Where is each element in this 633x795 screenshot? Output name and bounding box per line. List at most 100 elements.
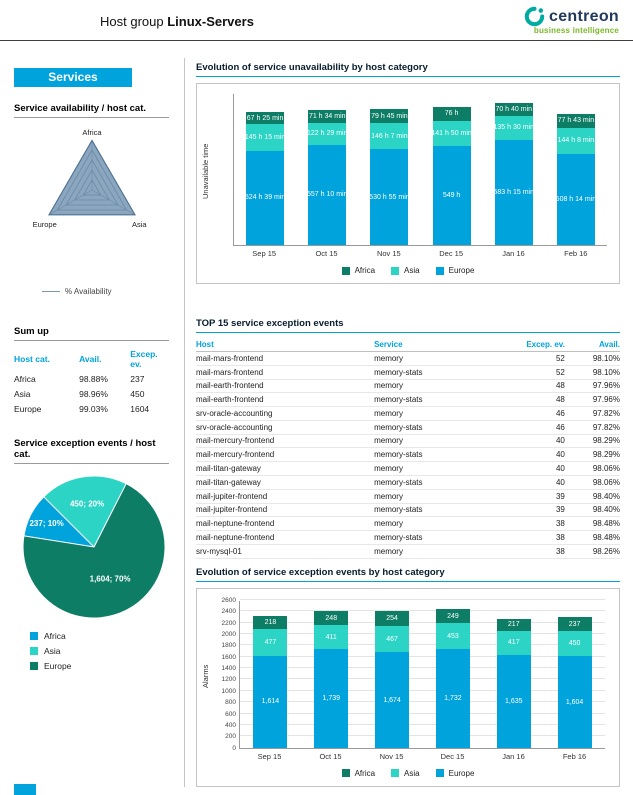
y-gridline xyxy=(240,723,605,725)
bar-segment-europe: 557 h 10 min xyxy=(308,144,347,245)
cell: memory-stats xyxy=(374,530,502,545)
col-avail: Avail. xyxy=(564,337,620,352)
bar-segment-europe: 530 h 55 min xyxy=(370,149,409,245)
cell: 40 xyxy=(501,434,565,449)
y-gridline xyxy=(240,735,605,737)
sumup-col-excep: Excep. ev. xyxy=(130,349,158,369)
cell: 98.40% xyxy=(564,489,620,504)
bar-value-label: 254 xyxy=(386,615,398,623)
cell: srv-oracle-accounting xyxy=(196,420,375,435)
sumup-cell: Asia xyxy=(14,388,31,399)
sumup-col-avail: Avail. xyxy=(79,354,102,364)
footer-page-badge xyxy=(14,784,36,795)
y-gridline xyxy=(240,621,605,623)
radar-axis-label: Africa xyxy=(82,128,102,137)
cell: srv-oracle-accounting xyxy=(196,406,375,421)
pie-legend: Africa Asia Europe xyxy=(30,631,183,671)
pie-slice-europe xyxy=(22,483,166,619)
pie-slice-label: 1,604; 70% xyxy=(90,575,131,584)
cell: mail-earth-frontend xyxy=(196,379,375,394)
bar-segment-europe: 524 h 39 min xyxy=(246,150,285,245)
col-host: Host xyxy=(196,337,375,352)
legend-swatch xyxy=(391,769,400,778)
cell: mail-titan-gateway xyxy=(196,461,375,477)
bar-value-label: 217 xyxy=(507,621,520,629)
x-axis-tick-label: Oct 15 xyxy=(319,751,342,761)
bar-value-label: 549 h xyxy=(442,192,461,200)
radar-legend-line xyxy=(42,291,60,292)
bar-value-label: 557 h 10 min xyxy=(308,191,347,199)
services-section-header: Services xyxy=(14,68,132,87)
cell: memory xyxy=(374,544,502,559)
bar-segment-africa: 254 xyxy=(375,611,410,626)
legend-swatch xyxy=(435,769,444,778)
cell: 97.82% xyxy=(564,406,620,421)
table-row: srv-oracle-accounting memory-stats 46 97.82… xyxy=(196,420,620,435)
legend-label: Europe xyxy=(448,768,475,778)
x-axis-labels: Sep 15 Oct 15 Nov 15 Dec 15 Jan 16 Feb 16 xyxy=(239,752,605,761)
y-axis-tick-label: 2600 xyxy=(221,596,236,604)
table-row: mail-earth-frontend memory 48 97.96% xyxy=(196,379,620,394)
logo-subtitle: business intelligence xyxy=(533,26,619,35)
legend-label: Asia xyxy=(44,646,61,656)
legend-swatch xyxy=(341,769,350,778)
table-row: mail-mercury-frontend memory-stats 40 98.29… xyxy=(196,447,620,463)
legend-label: Africa xyxy=(354,266,376,275)
bar-segment-europe: 1,674 xyxy=(375,652,410,748)
legend-item-africa: Africa xyxy=(341,266,376,275)
table-row: mail-titan-gateway memory-stats 40 98.06% xyxy=(196,475,620,490)
x-axis-tick-label: Dec 15 xyxy=(439,249,464,258)
sumup-cell: 98.96% xyxy=(79,388,108,399)
main-content: Evolution of service unavailability by h… xyxy=(196,62,620,787)
stacked-bar: 77 h 43 min 144 h 8 min 508 h 14 min xyxy=(556,113,595,245)
table-row: mail-mercury-frontend memory 40 98.29% xyxy=(196,434,620,449)
x-axis-tick-label: Dec 15 xyxy=(440,751,465,761)
top-table-title: TOP 15 service exception events xyxy=(196,318,620,333)
sumup-cell: Europe xyxy=(14,403,42,414)
bar-segment-africa: 218 xyxy=(253,616,288,629)
cell: 40 xyxy=(501,475,565,490)
bar-segment-africa: 79 h 45 min xyxy=(370,108,409,124)
bar-value-label: 1,732 xyxy=(444,694,462,702)
cell: 98.48% xyxy=(564,516,620,532)
page-title-hostgroup: Linux-Servers xyxy=(167,14,254,29)
cell: 48 xyxy=(501,379,565,394)
legend-label: Europe xyxy=(44,661,72,671)
radar-data-polygon xyxy=(47,139,136,216)
cell: 52 xyxy=(501,365,565,380)
y-gridline xyxy=(240,667,605,669)
plot-area: 0 200 400 600 800 1000 1200 1400 1600 1800 2000 220… xyxy=(222,597,605,752)
vertical-divider xyxy=(184,58,185,787)
cell: memory-stats xyxy=(374,503,502,518)
bar-value-label: 417 xyxy=(507,639,520,647)
bar-segment-africa: 71 h 34 min xyxy=(308,109,347,123)
cell: 38 xyxy=(501,530,565,545)
bar-segment-europe: 549 h xyxy=(432,146,471,245)
cell: 98.29% xyxy=(564,447,620,463)
y-axis-tick-label: 400 xyxy=(225,721,236,729)
legend-item-asia: Asia xyxy=(30,646,183,656)
bar-segment-africa: 67 h 25 min xyxy=(246,112,285,125)
cell: 97.96% xyxy=(564,392,620,408)
cell: 46 xyxy=(501,406,565,421)
bar-value-label: 467 xyxy=(386,635,398,643)
y-axis-tick-label: 0 xyxy=(232,744,236,752)
stacked-bar: 76 h 141 h 50 min 549 h xyxy=(432,107,471,245)
table-row: mail-neptune-frontend memory-stats 38 98.48… xyxy=(196,530,620,545)
y-gridline xyxy=(240,610,605,612)
sumup-cell: 99.03% xyxy=(79,403,108,414)
bar-segment-asia: 146 h 7 min xyxy=(370,123,409,150)
x-axis-tick-label: Oct 15 xyxy=(315,249,338,258)
bar-segment-africa: 237 xyxy=(557,617,592,631)
bar-segment-europe: 1,739 xyxy=(314,648,349,748)
bar-value-label: 141 h 50 min xyxy=(432,129,471,137)
bar-value-label: 450 xyxy=(568,640,581,648)
bar-value-label: 411 xyxy=(325,633,337,641)
sumup-header-row: Host cat. Avail. Excep. ev. xyxy=(14,347,169,371)
bar-segment-asia: 122 h 29 min xyxy=(308,122,347,145)
col-excep-ev: Excep. ev. xyxy=(501,337,565,352)
pie-slice-label: 450; 20% xyxy=(70,500,104,509)
pie-slice-asia xyxy=(43,475,127,548)
x-axis-tick-label: Nov 15 xyxy=(376,249,401,258)
stacked-bar: 70 h 40 min 135 h 30 min 583 h 15 min xyxy=(494,102,533,245)
